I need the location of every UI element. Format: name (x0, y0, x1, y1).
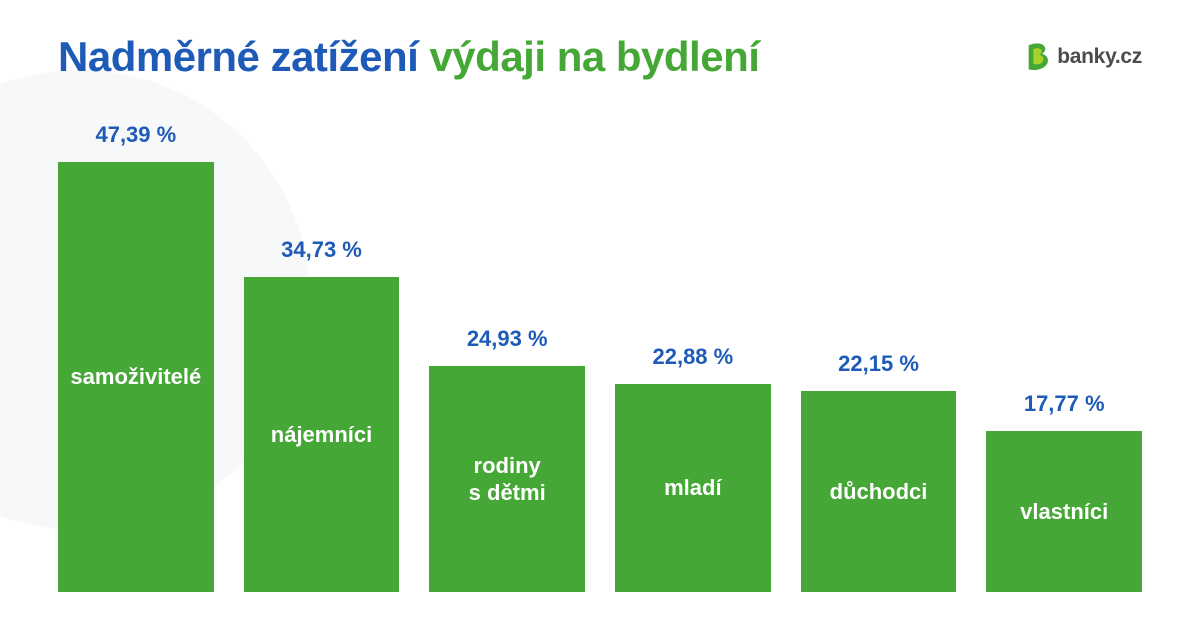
bar: důchodci (801, 391, 957, 592)
page-title: Nadměrné zatížení výdaji na bydlení (58, 34, 759, 80)
bar-group: 17,77 % vlastníci (986, 391, 1142, 592)
bar-group: 22,15 % důchodci (801, 351, 957, 592)
bar-group: 24,93 % rodiny s dětmi (429, 326, 585, 592)
bar: vlastníci (986, 431, 1142, 592)
bar-value-label: 34,73 % (281, 237, 362, 263)
bar-group: 47,39 % samoživitelé (58, 122, 214, 592)
bar-category-label: vlastníci (1014, 498, 1114, 526)
brand-logo: banky.cz (1024, 43, 1142, 71)
header: Nadměrné zatížení výdaji na bydlení bank… (58, 34, 1142, 80)
bar: mladí (615, 384, 771, 592)
bar-group: 34,73 % nájemníci (244, 237, 400, 592)
bar-category-label: nájemníci (265, 421, 378, 449)
title-part-2: výdaji na bydlení (429, 33, 759, 80)
logo-icon (1024, 43, 1052, 71)
title-part-1: Nadměrné zatížení (58, 33, 418, 80)
bar-value-label: 24,93 % (467, 326, 548, 352)
bar-value-label: 22,88 % (652, 344, 733, 370)
bar-category-label: rodiny s dětmi (463, 452, 552, 507)
bar-value-label: 22,15 % (838, 351, 919, 377)
chart-container: Nadměrné zatížení výdaji na bydlení bank… (0, 0, 1200, 638)
bar-chart: 47,39 % samoživitelé 34,73 % nájemníci 24,93… (58, 90, 1142, 638)
bar-category-label: samoživitelé (64, 363, 207, 391)
bar: nájemníci (244, 277, 400, 592)
bar: rodiny s dětmi (429, 366, 585, 592)
bar-value-label: 47,39 % (95, 122, 176, 148)
logo-text: banky.cz (1057, 45, 1142, 69)
bar-category-label: důchodci (824, 478, 934, 506)
bar-category-label: mladí (658, 474, 727, 502)
bar: samoživitelé (58, 162, 214, 592)
bar-group: 22,88 % mladí (615, 344, 771, 592)
bar-value-label: 17,77 % (1024, 391, 1105, 417)
